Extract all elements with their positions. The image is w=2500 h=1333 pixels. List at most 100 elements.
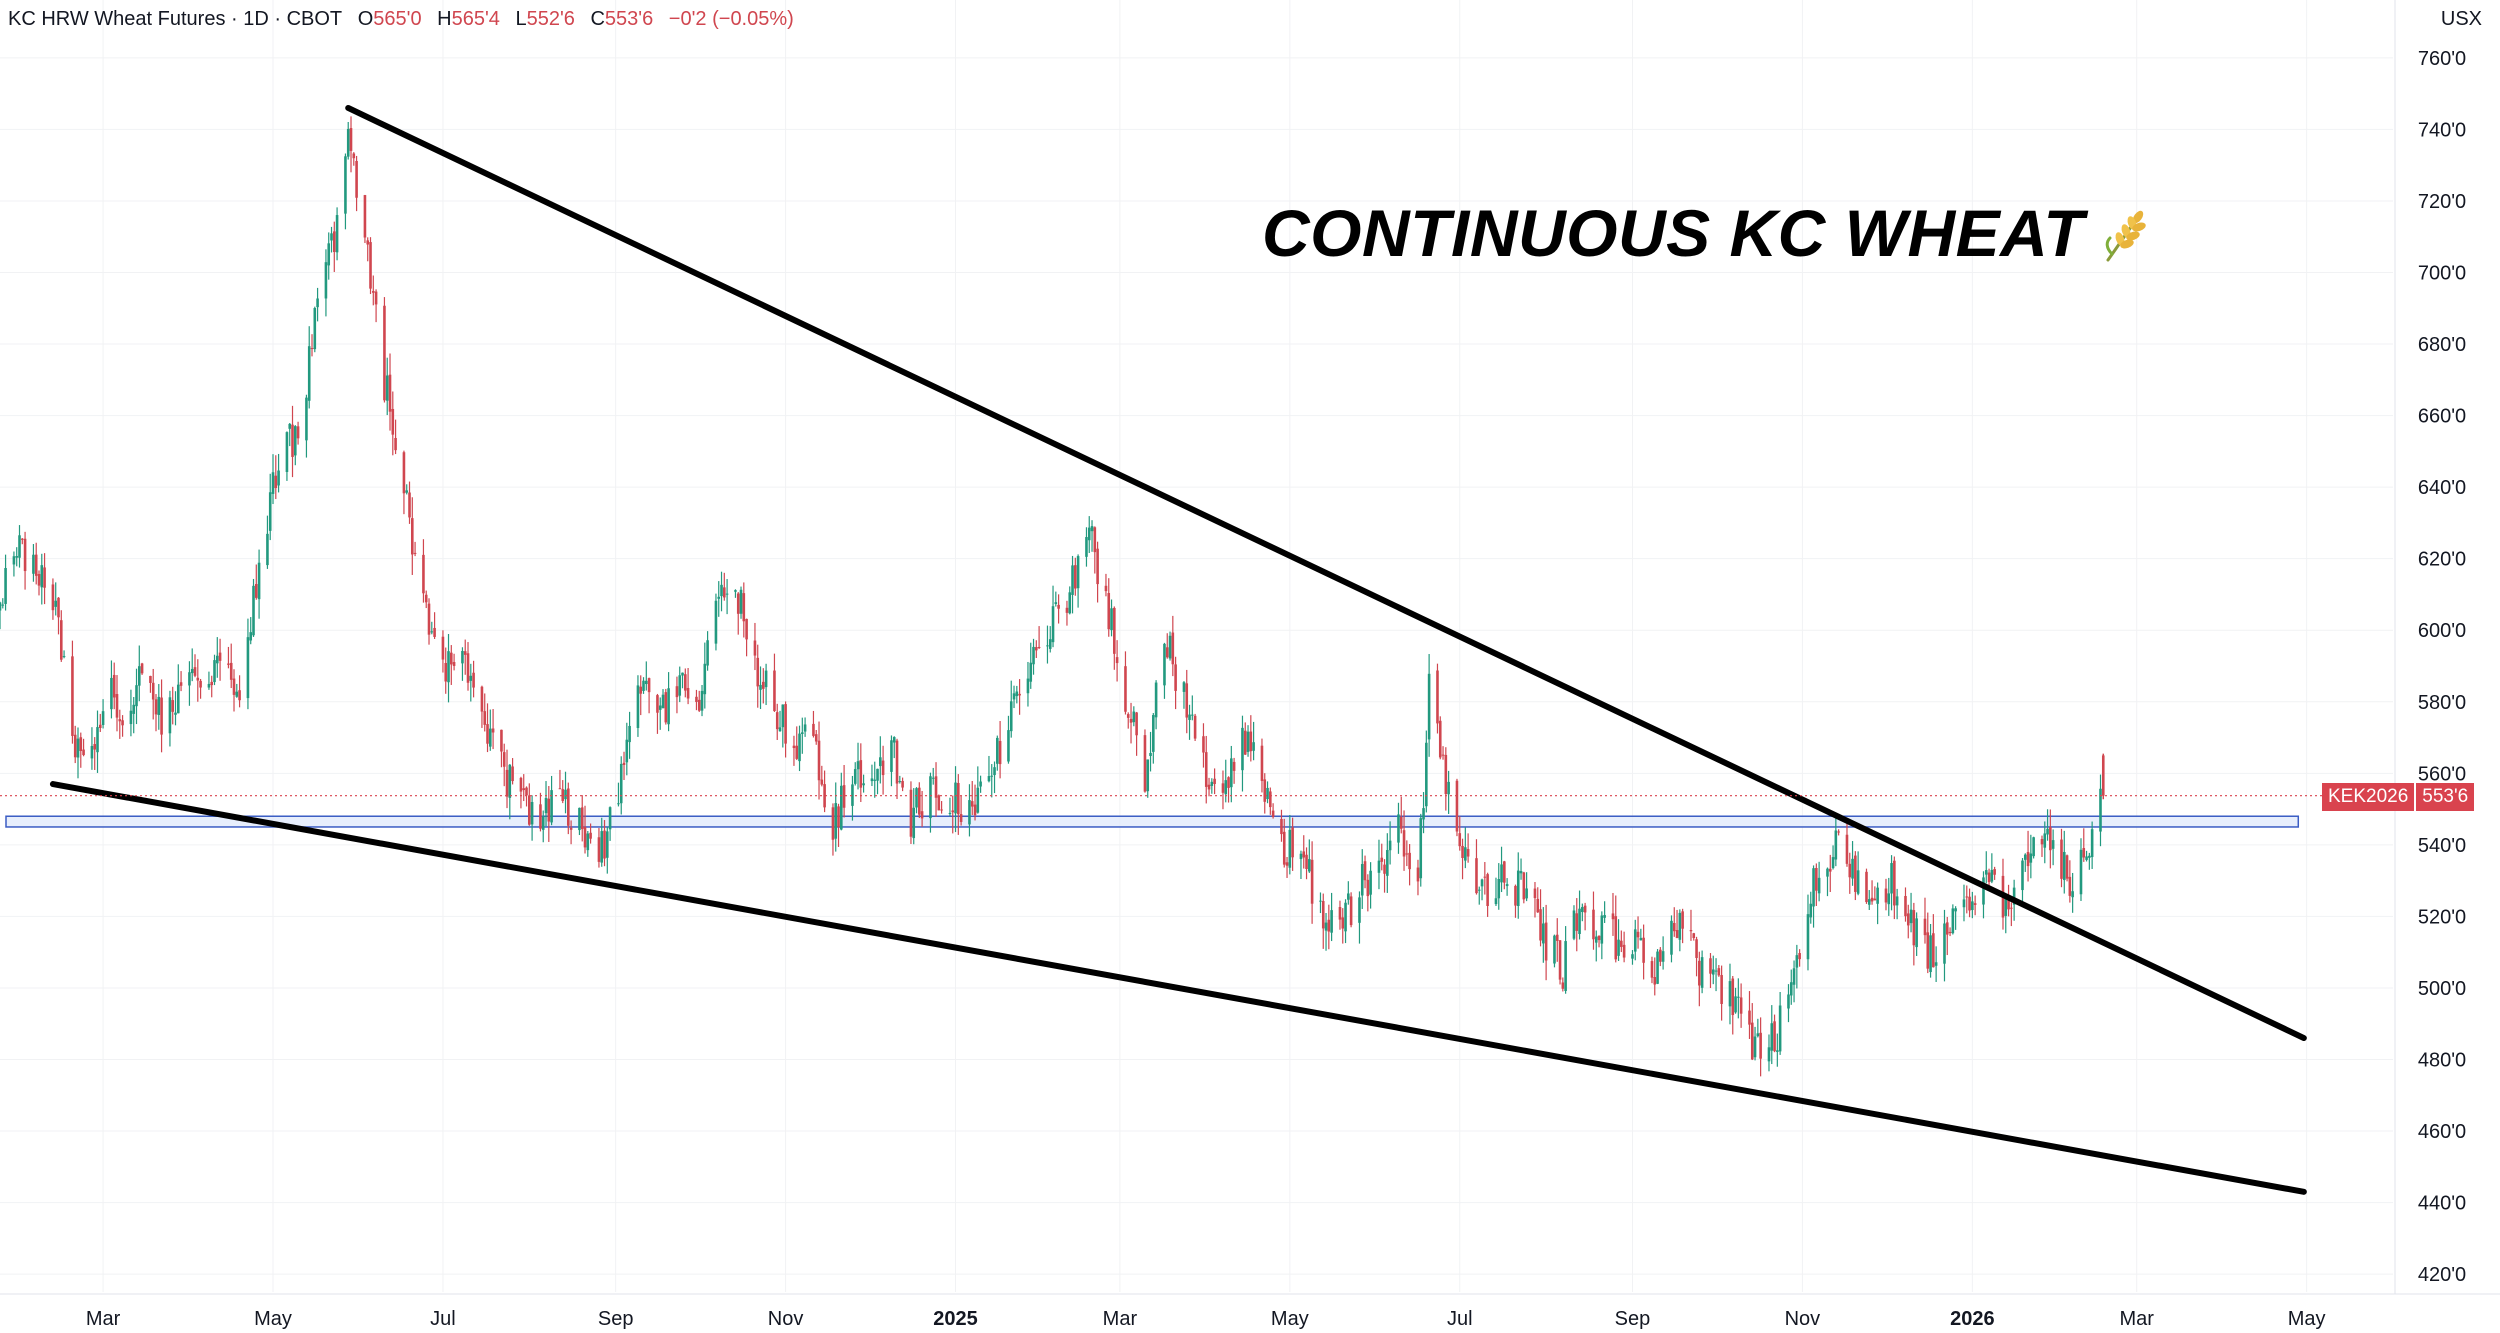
candle-body <box>59 620 63 660</box>
candle-body <box>1018 693 1021 696</box>
candle-body <box>32 554 35 574</box>
candle-body <box>1611 913 1615 920</box>
candle-body <box>1909 909 1913 924</box>
candle-body <box>525 787 528 796</box>
candle-body <box>2032 837 2035 857</box>
candle-body <box>1193 715 1197 739</box>
candle-body <box>93 744 97 750</box>
candle-body <box>1243 730 1247 755</box>
candle-body <box>1581 907 1584 913</box>
candle-body <box>1854 855 1857 892</box>
candle-body <box>695 696 698 702</box>
candle-body <box>149 675 152 683</box>
candle-body <box>1171 632 1175 665</box>
candle-body <box>1753 1036 1757 1058</box>
trendline-lower[interactable] <box>49 781 2307 1195</box>
candle-body <box>1 604 5 606</box>
candle-body <box>762 681 765 689</box>
candle-body <box>112 674 116 698</box>
candle-body <box>1720 975 1723 1004</box>
candle-body <box>1090 526 1094 532</box>
candle-body <box>831 807 835 840</box>
candle-body <box>268 492 272 531</box>
candle-body <box>851 784 854 806</box>
candle-body <box>714 600 718 644</box>
candle-body <box>583 826 587 848</box>
candle-body <box>210 681 214 686</box>
price-tick-label: 500'0 <box>2418 978 2466 1000</box>
candle-body <box>18 535 21 558</box>
candle-body <box>110 677 113 710</box>
symbol-label[interactable]: KC HRW Wheat Futures · 1D · CBOT <box>8 8 343 30</box>
candle-body <box>1291 827 1294 858</box>
candle-body <box>291 424 294 457</box>
candle-body <box>1096 548 1099 585</box>
candle-body <box>2071 891 2074 898</box>
price-axis[interactable]: 420'0 440'0 460'0 480'0 500'0 520'0 540'0 560'0… <box>2394 0 2466 1294</box>
candle-body <box>1714 970 1718 972</box>
time-tick-label: 2025 <box>933 1308 978 1330</box>
candle-body <box>1678 912 1682 940</box>
currency-unit-label[interactable]: USX <box>2440 8 2482 30</box>
candle-body <box>23 538 27 572</box>
candle-body <box>1327 919 1331 932</box>
candle-body <box>1308 859 1311 872</box>
candle-body <box>1519 871 1523 874</box>
candle-body <box>405 490 409 493</box>
candle-body <box>1890 863 1893 894</box>
price-tick-label: 620'0 <box>2418 549 2466 571</box>
candle-body <box>1310 859 1314 904</box>
low-value: 552'6 <box>526 8 575 30</box>
candle-body <box>1750 1022 1754 1060</box>
candle-body <box>2051 840 2055 849</box>
candle-body <box>480 686 484 712</box>
candle-body <box>586 833 590 851</box>
candle-body <box>1213 778 1216 785</box>
candle-body <box>1202 736 1205 753</box>
price-tick-label: 740'0 <box>2418 119 2466 141</box>
candle-body <box>1895 896 1899 906</box>
candle-body <box>461 650 464 664</box>
candle-body <box>193 667 197 676</box>
candle-body <box>658 705 662 710</box>
candle-body <box>1865 871 1868 903</box>
candle-body <box>1015 691 1019 697</box>
candle-body <box>1012 693 1016 700</box>
candle-body <box>500 729 503 752</box>
candle-body <box>1971 901 1974 911</box>
candle-body <box>2029 853 2033 863</box>
candle-body <box>1867 899 1871 905</box>
candle-body <box>625 739 629 763</box>
candle-body <box>1330 910 1333 933</box>
annotation-title[interactable]: CONTINUOUS KC WHEAT <box>1262 195 2148 271</box>
candle-body <box>73 734 77 758</box>
candle-body <box>812 723 815 736</box>
candle-body <box>1358 897 1361 923</box>
candle-body <box>1661 951 1665 962</box>
candle-body <box>775 712 779 730</box>
candle-body <box>564 789 567 800</box>
candle-body <box>522 788 526 791</box>
candle-body <box>355 160 358 198</box>
candle-body <box>2010 907 2013 909</box>
time-axis[interactable]: Mar May Jul Sep Nov 2025 Mar May Jul Sep Nov 2026 Ma… <box>0 1293 2500 1330</box>
candle-body <box>1065 607 1069 613</box>
candle-body <box>1617 939 1620 956</box>
support-zone-rect[interactable] <box>5 815 2300 828</box>
time-tick-label: Mar <box>2119 1308 2154 1330</box>
candle-body <box>1583 905 1587 913</box>
candle-body <box>98 724 102 728</box>
candle-body <box>1455 780 1459 832</box>
candle-body <box>558 788 562 790</box>
candle-body <box>600 831 604 863</box>
candle-body <box>1856 870 1860 894</box>
candle-body <box>589 832 592 839</box>
candle-body <box>1636 931 1640 938</box>
candle-body <box>176 684 180 714</box>
candle-body <box>366 240 370 245</box>
candle-body <box>427 603 431 635</box>
trendline-upper[interactable] <box>345 104 2307 1042</box>
candle-body <box>881 760 885 776</box>
candle-body <box>853 769 857 784</box>
